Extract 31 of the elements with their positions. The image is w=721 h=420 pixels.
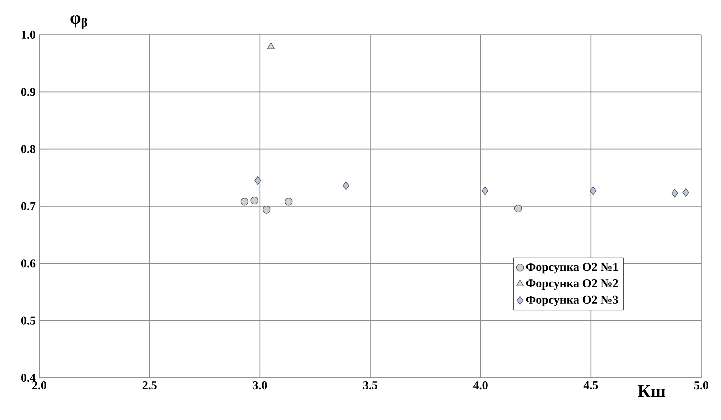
x-axis-title: Кш bbox=[638, 386, 666, 398]
x-tick-label: 2.0 bbox=[32, 382, 47, 390]
y-tick-label: 0.9 bbox=[21, 88, 36, 96]
point bbox=[262, 206, 271, 214]
y-tick-label: 0.6 bbox=[21, 260, 36, 268]
point bbox=[254, 176, 262, 186]
legend-label: Форсунка О2 №2 bbox=[526, 280, 618, 290]
x-tick-label: 4.5 bbox=[584, 382, 598, 390]
y-axis-title: φ$_{β}$ bbox=[70, 15, 88, 30]
point bbox=[590, 186, 597, 196]
point bbox=[342, 182, 350, 190]
x-tick-label: 2.5 bbox=[142, 382, 157, 390]
y-tick-label: 1.0 bbox=[22, 30, 36, 40]
point bbox=[250, 196, 259, 205]
y-tick-label: 0.8 bbox=[21, 145, 36, 154]
y-tick-label: 0.5 bbox=[21, 316, 36, 325]
legend-label: Форсунка О2 №1 bbox=[526, 263, 618, 274]
point bbox=[284, 198, 293, 206]
point bbox=[482, 186, 489, 196]
point bbox=[672, 189, 678, 198]
y-tick-label: 0.4 bbox=[21, 374, 36, 382]
x-tick-label: 4.0 bbox=[474, 382, 488, 390]
x-tick-label: 5.0 bbox=[694, 382, 709, 390]
point bbox=[682, 188, 690, 198]
y-tick-label: 0.7 bbox=[21, 202, 36, 211]
legend-label: Форсунка О2 №3 bbox=[526, 296, 618, 306]
point bbox=[514, 204, 522, 213]
point bbox=[240, 198, 249, 206]
x-tick-label: 3.0 bbox=[253, 382, 268, 390]
point bbox=[267, 42, 275, 50]
x-tick-label: 3.5 bbox=[363, 382, 378, 390]
